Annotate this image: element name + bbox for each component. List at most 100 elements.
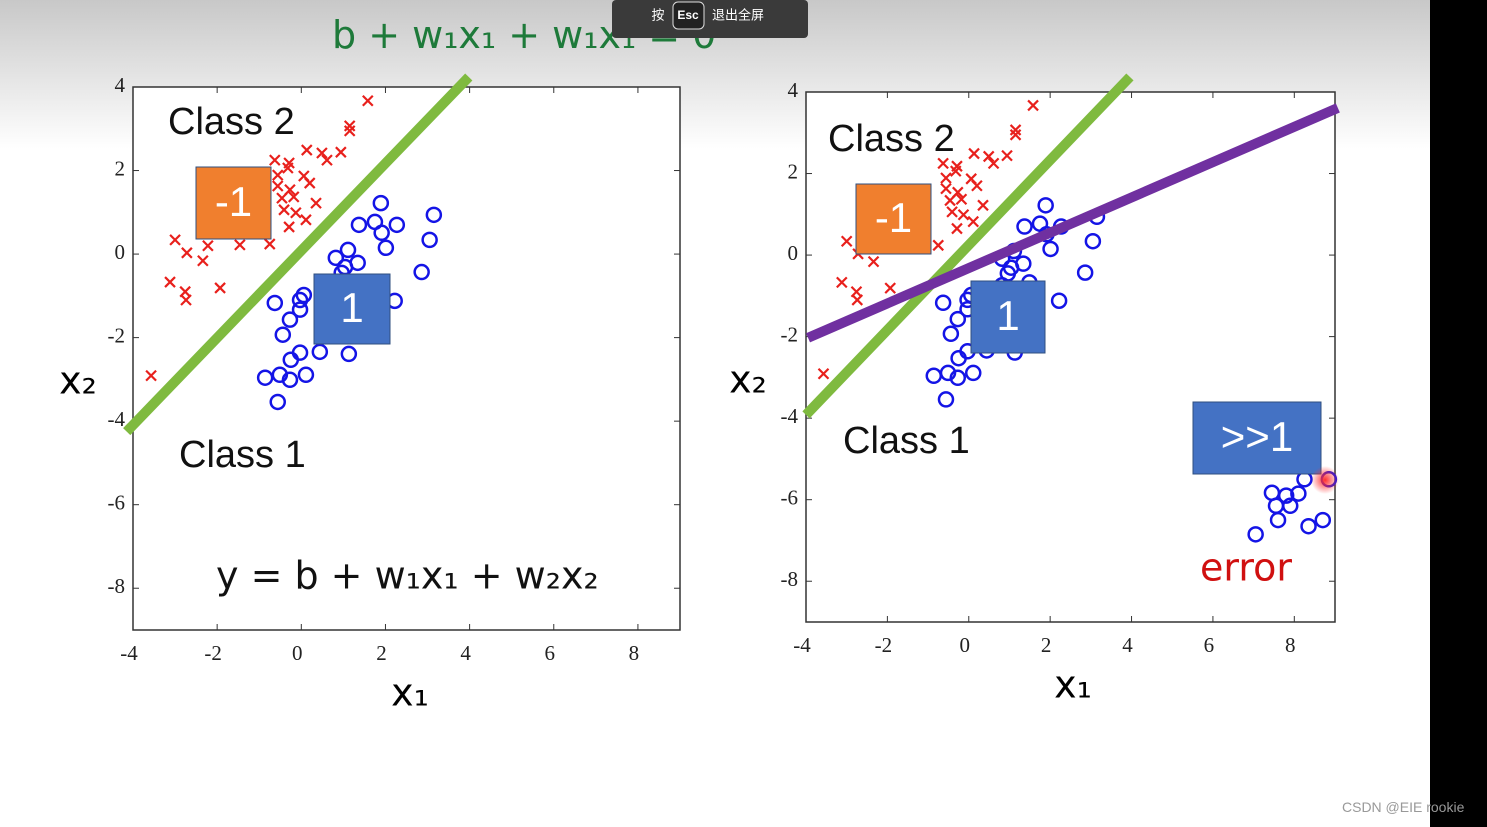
hint-press: 按 — [651, 7, 664, 22]
box-label: -1 — [215, 178, 252, 225]
hint-key: Esc — [677, 8, 699, 22]
x-marker — [851, 294, 864, 306]
x-marker — [271, 180, 284, 192]
box-label: 1 — [996, 292, 1019, 339]
y-tick-label: -4 — [781, 404, 799, 428]
circle-marker — [1037, 197, 1054, 214]
x-marker — [817, 367, 830, 380]
y-tick-label: 0 — [115, 240, 126, 264]
x-tick-label: -4 — [793, 633, 811, 657]
boundary-line — [123, 73, 473, 436]
circle-marker — [281, 371, 299, 389]
x-marker — [982, 150, 995, 163]
x-marker — [321, 154, 333, 166]
x-marker — [1027, 99, 1039, 112]
x-marker — [955, 193, 968, 206]
circle-marker — [1314, 511, 1332, 529]
x-marker — [968, 147, 980, 160]
class-label: Class 1 — [179, 434, 306, 476]
x-marker — [169, 234, 181, 246]
x-tick-label: 4 — [1122, 633, 1133, 657]
circle-marker — [295, 286, 313, 304]
annotation: y = b + w₁x₁ + w₂x₂ — [216, 554, 599, 598]
x-marker — [940, 182, 952, 195]
circle-marker — [388, 216, 406, 234]
y-tick-label: -2 — [108, 323, 126, 347]
x-axis-label: x₁ — [1054, 663, 1092, 707]
circle-marker — [297, 366, 315, 384]
circle-marker — [1247, 526, 1264, 543]
y-tick-label: -8 — [108, 574, 126, 598]
x-marker — [300, 214, 312, 226]
circle-marker — [350, 216, 368, 234]
x-marker — [949, 165, 962, 177]
plot-frame — [805, 91, 1336, 623]
x-marker — [967, 215, 980, 228]
boundary-line — [806, 103, 1340, 343]
x-marker — [951, 222, 963, 235]
class-label: Class 1 — [843, 420, 970, 462]
box-label: 1 — [340, 284, 363, 331]
circle-marker — [340, 345, 358, 363]
circle-marker — [949, 369, 967, 387]
x-marker — [932, 239, 945, 252]
circle-marker — [281, 311, 299, 328]
x-marker — [977, 199, 989, 212]
x-marker — [940, 172, 952, 184]
circle-marker — [311, 343, 329, 361]
x-marker — [944, 194, 956, 207]
fullscreen-hint — [612, 0, 808, 38]
circle-marker — [425, 206, 443, 224]
circle-marker — [274, 326, 292, 343]
x-marker — [840, 235, 853, 247]
y-tick-label: -6 — [108, 491, 126, 515]
circle-marker — [327, 249, 345, 267]
y-axis-label: x₂ — [729, 358, 767, 402]
y-tick-label: 4 — [115, 73, 126, 97]
x-marker — [1001, 149, 1013, 162]
circle-marker — [1042, 240, 1059, 258]
circle-marker — [372, 194, 390, 212]
circle-marker — [1281, 497, 1299, 515]
circle-marker — [256, 369, 274, 386]
y-tick-label: -8 — [781, 567, 799, 591]
x-marker — [301, 144, 313, 156]
circle-marker — [421, 231, 438, 249]
y-tick-label: 4 — [788, 78, 799, 102]
x-marker — [836, 276, 848, 289]
circle-marker — [937, 391, 955, 408]
x-marker — [278, 204, 290, 216]
circle-marker — [942, 325, 960, 343]
circle-marker — [269, 393, 286, 411]
label-box — [855, 183, 932, 255]
x-axis-label: x₁ — [391, 671, 429, 715]
y-tick-label: -4 — [108, 407, 126, 431]
x-marker — [214, 282, 226, 294]
circle-marker — [1076, 264, 1094, 281]
circle-marker — [377, 239, 395, 257]
x-tick-label: 8 — [629, 641, 640, 665]
circle-marker — [413, 263, 430, 281]
label-box — [195, 166, 272, 240]
x-marker — [269, 154, 281, 166]
x-tick-label: -4 — [120, 641, 138, 665]
boundary-line — [802, 73, 1134, 419]
circle-marker — [950, 349, 967, 367]
x-marker — [197, 254, 209, 267]
x-marker — [335, 146, 347, 158]
circle-marker — [1277, 487, 1295, 504]
class-label: Class 2 — [828, 118, 955, 160]
x-marker — [1009, 129, 1022, 141]
esc-key[interactable] — [672, 1, 705, 30]
x-marker — [287, 191, 300, 203]
circle-marker — [1300, 517, 1317, 535]
x-tick-label: 0 — [960, 633, 971, 657]
circle-marker — [1269, 511, 1287, 529]
x-marker — [987, 157, 1000, 170]
x-marker — [971, 179, 983, 192]
annotation: error — [1200, 546, 1292, 590]
y-axis-label: x₂ — [59, 359, 97, 403]
x-marker — [343, 120, 356, 132]
